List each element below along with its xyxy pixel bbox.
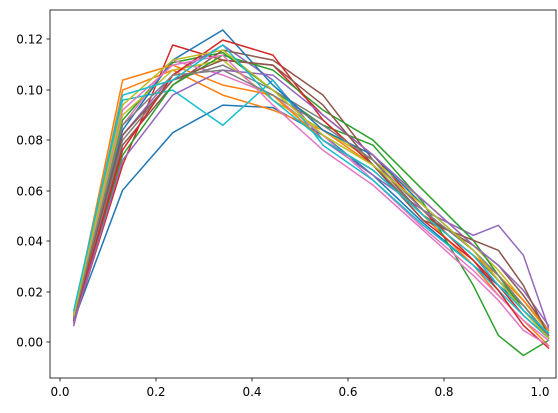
series-line: [72, 59, 550, 337]
series-line: [72, 54, 550, 347]
series-line: [72, 69, 550, 337]
y-tick-label: 0.06: [16, 185, 43, 199]
x-tick-label: 0.2: [146, 385, 165, 399]
y-tick-label: 0.10: [16, 84, 43, 98]
series-layer: [72, 29, 550, 357]
x-tick-label: 0.8: [434, 385, 453, 399]
y-tick-label: 0.02: [16, 286, 43, 300]
series-line: [72, 49, 550, 339]
x-tick-label: 0.4: [242, 385, 261, 399]
y-tick-label: 0.08: [16, 134, 43, 148]
x-tick-label: 0.6: [338, 385, 357, 399]
y-tick-label: 0.12: [16, 33, 43, 47]
y-axis: 0.00 0.02 0.04 0.06 0.08 0.10 0.12: [16, 33, 50, 350]
y-tick-label: 0.04: [16, 235, 43, 249]
y-tick-label: 0.00: [16, 336, 43, 350]
axes-frame: [49, 9, 557, 379]
x-tick-label: 0.0: [50, 385, 69, 399]
x-axis: 0.0 0.2 0.4 0.6 0.8 1.0: [50, 378, 550, 399]
series-line: [72, 79, 550, 339]
x-tick-label: 1.0: [530, 385, 549, 399]
series-line: [72, 59, 550, 334]
series-line: [72, 44, 550, 334]
